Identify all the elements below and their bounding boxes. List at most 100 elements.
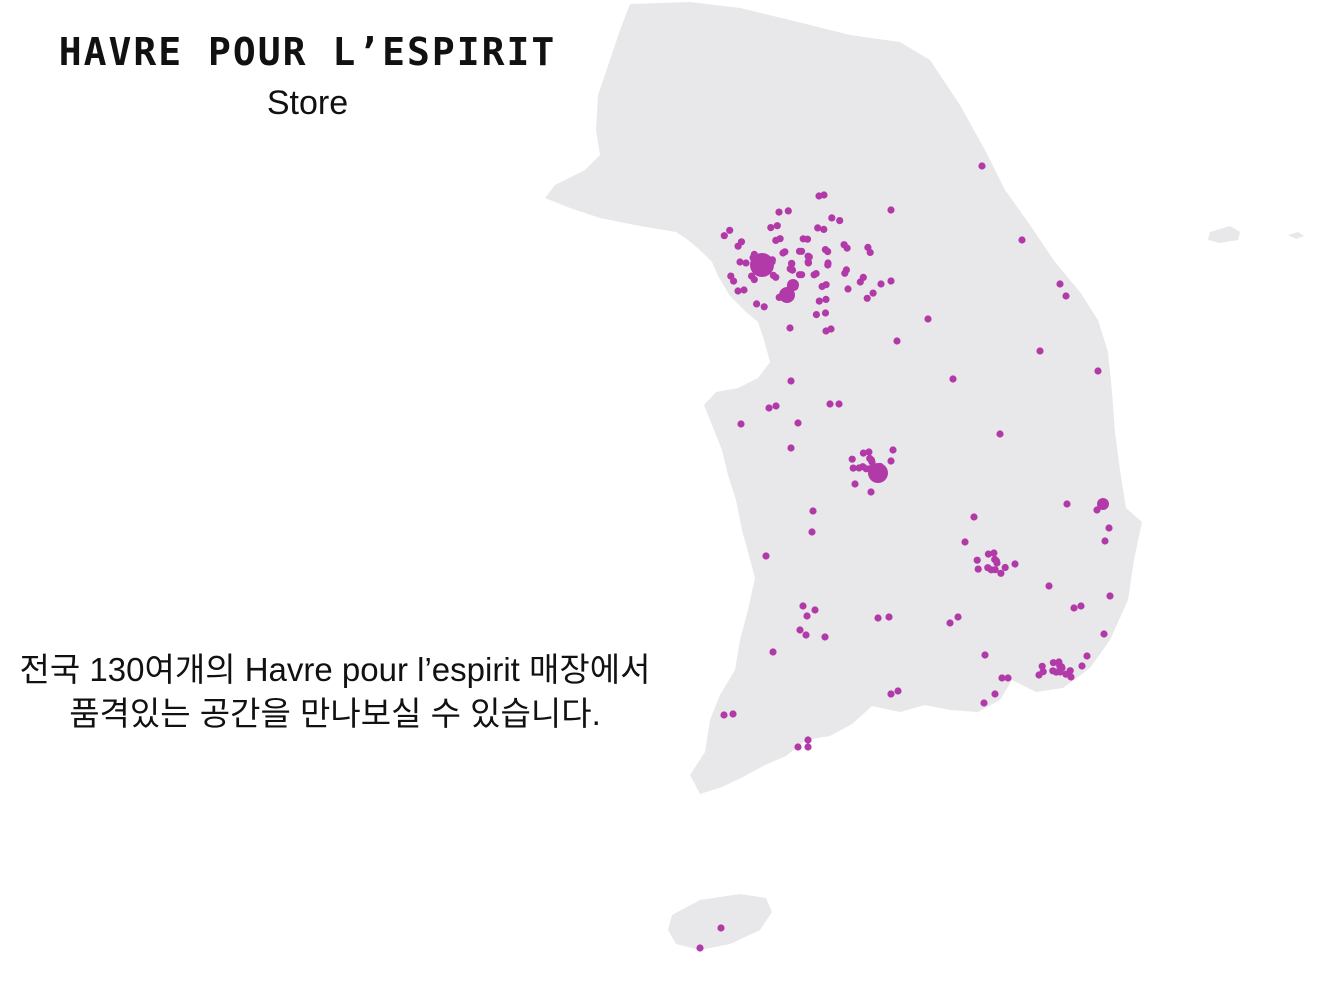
store-marker [826,400,834,408]
store-marker [835,400,843,408]
store-marker [824,259,832,267]
store-marker [1083,652,1091,660]
store-marker [1100,630,1108,638]
store-marker [772,236,780,244]
store-marker [1049,659,1057,667]
store-marker [762,552,770,560]
description-line-2: 품격있는 공간을 만나보실 수 있습니다. [69,695,601,732]
store-marker [836,217,844,225]
store-marker [775,208,783,216]
store-marker [799,602,807,610]
store-marker [889,446,897,454]
store-marker [887,457,895,465]
store-marker-large [1097,498,1109,510]
store-marker [787,377,795,385]
ulleung-island [1208,226,1240,243]
store-marker [1056,280,1064,288]
store-marker [885,613,893,621]
store-marker [1066,667,1074,675]
store-marker [887,277,895,285]
store-markers [696,162,1114,952]
store-marker [812,270,820,278]
store-marker [851,480,859,488]
store-marker-large [779,287,795,303]
store-marker [1045,582,1053,590]
description-line-1: 전국 130여개의 Havre pour l’espirit 매장에서 [19,651,651,688]
store-marker [894,687,902,695]
store-marker [1063,500,1071,508]
store-marker [859,449,868,457]
store-marker-large [787,279,799,291]
store-marker [1038,662,1046,670]
store-marker [803,612,811,620]
store-marker [924,315,932,323]
brand-title: HAVRE POUR L’ESPIRIT [58,30,557,74]
store-marker [773,222,781,230]
store-marker-large [750,253,774,277]
store-marker [859,273,867,281]
brand-subtitle: Store [266,84,349,122]
store-marker [822,281,830,289]
store-marker [734,287,742,295]
store-marker [742,259,750,267]
store-marker [729,710,737,718]
store-marker [1056,668,1064,676]
korea-landmass [545,2,1304,950]
store-marker [991,690,999,698]
store-marker [814,224,822,232]
store-marker [772,402,780,410]
store-marker [978,162,986,170]
store-marker [765,404,773,412]
store-marker [973,556,981,564]
store-marker [798,271,806,279]
store-marker [1101,537,1109,545]
store-marker [980,699,988,707]
store-marker [1070,604,1078,612]
store-marker [772,273,780,281]
store-marker [863,294,871,302]
store-marker [974,565,982,573]
store-marker [696,944,704,952]
store-marker [991,566,999,574]
store-marker [812,311,821,319]
store-marker [717,924,725,932]
store-marker [799,235,807,243]
store-marker [1004,674,1012,682]
store-marker [1106,592,1114,600]
store-marker [849,464,857,472]
store-marker [740,286,748,294]
dokdo-island [1288,232,1304,239]
jeju-island [668,894,772,950]
store-marker [1078,662,1086,670]
store-marker [981,651,989,659]
store-marker [1036,347,1044,355]
store-marker [720,232,728,240]
store-marker [848,455,856,463]
store-marker [842,266,851,274]
store-marker [795,247,804,255]
store-marker [788,260,796,268]
store-marker [828,214,836,222]
mainland-korea [545,2,1142,794]
store-marker [865,448,873,456]
store-marker [794,743,802,751]
store-marker [784,207,792,215]
store-marker [1018,236,1026,244]
store-marker [726,226,734,234]
store-marker [866,454,874,462]
store-marker [736,258,744,266]
store-marker [869,289,877,297]
store-marker [864,243,872,251]
store-marker [946,619,954,627]
store-marker-large [868,463,888,483]
store-marker [844,285,852,293]
store-marker [804,252,812,260]
store-marker [804,258,812,266]
store-marker [815,297,823,305]
store-marker [821,633,829,641]
store-marker [1105,524,1113,532]
store-marker [874,614,882,622]
store-marker [820,225,828,233]
store-marker [984,550,993,558]
